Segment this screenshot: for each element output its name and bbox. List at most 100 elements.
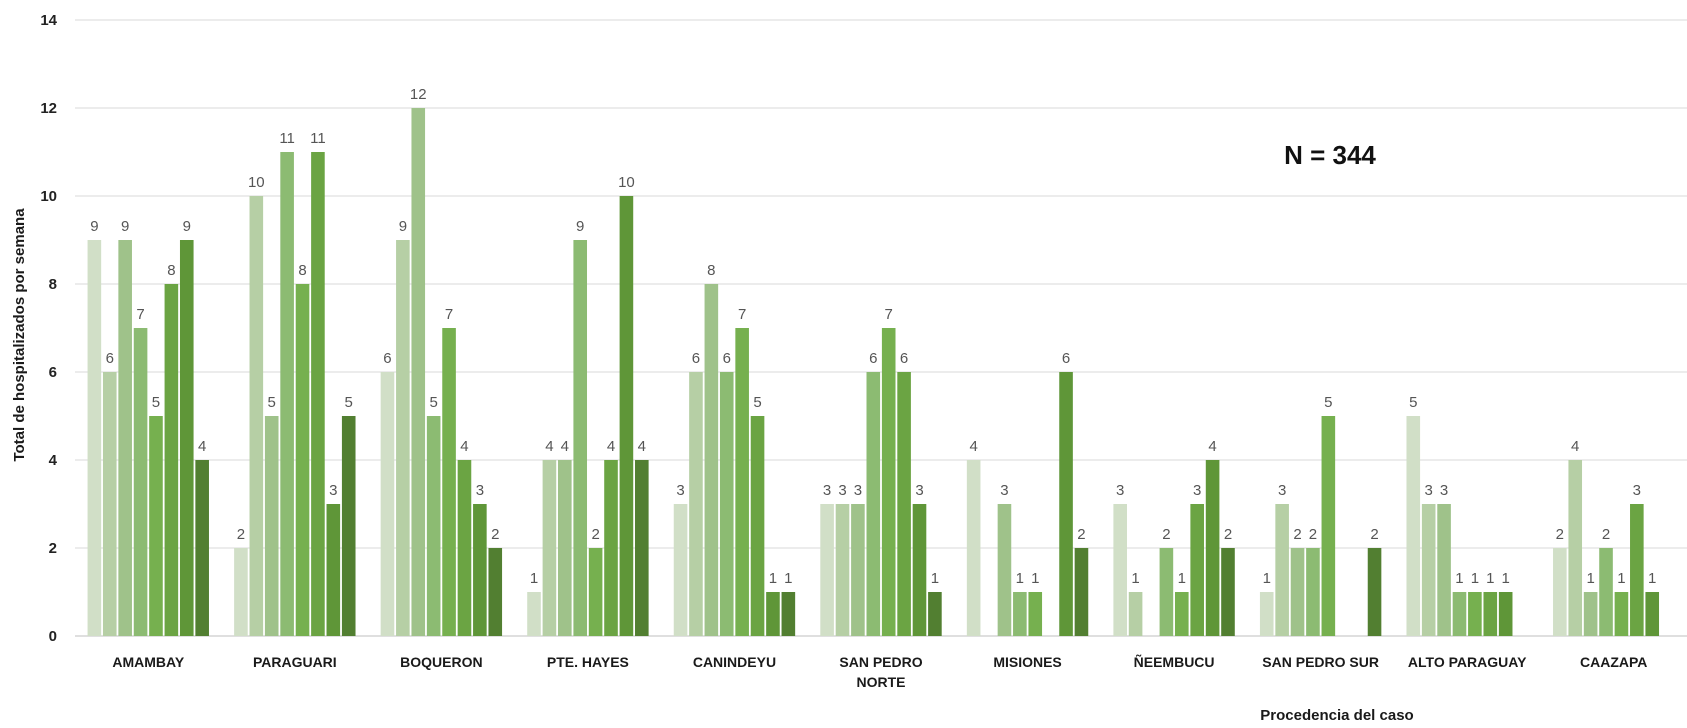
bar xyxy=(1128,592,1143,636)
data-label: 1 xyxy=(530,570,538,587)
y-tick-label: 14 xyxy=(40,12,57,29)
x-axis-title: Procedencia del caso xyxy=(1260,707,1413,724)
bar xyxy=(311,152,325,636)
bar xyxy=(396,240,410,636)
bar xyxy=(457,460,472,636)
data-label: 8 xyxy=(167,262,175,279)
data-label: 7 xyxy=(738,306,746,323)
data-label: 2 xyxy=(1556,526,1564,543)
bar xyxy=(1583,592,1598,636)
data-label: 4 xyxy=(545,438,553,455)
data-label: 2 xyxy=(1293,526,1301,543)
bar xyxy=(1306,548,1320,636)
data-label: 4 xyxy=(198,438,206,455)
x-category-label: SAN PEDRO xyxy=(839,654,922,670)
bar xyxy=(1614,592,1629,636)
data-label: 6 xyxy=(869,350,877,367)
bar xyxy=(673,504,688,636)
bar xyxy=(1174,592,1189,636)
bar xyxy=(1275,504,1289,636)
data-label: 3 xyxy=(329,482,337,499)
data-label: 1 xyxy=(769,570,777,587)
x-category-label: SAN PEDRO SUR xyxy=(1262,654,1379,670)
bar xyxy=(997,504,1012,636)
y-tick-label: 6 xyxy=(49,364,57,381)
data-label: 1 xyxy=(1178,570,1186,587)
y-tick-label: 2 xyxy=(49,540,57,557)
x-category-label: CANINDEYU xyxy=(693,654,776,670)
data-label: 3 xyxy=(1633,482,1641,499)
data-label: 2 xyxy=(1077,526,1085,543)
bar xyxy=(851,504,865,636)
bar xyxy=(341,416,356,636)
data-label: 5 xyxy=(268,394,276,411)
bar xyxy=(619,196,634,636)
bar xyxy=(1452,592,1467,636)
data-label: 7 xyxy=(445,306,453,323)
sample-size-annotation: N = 344 xyxy=(1284,140,1376,170)
data-label: 7 xyxy=(136,306,144,323)
data-label: 2 xyxy=(1162,526,1170,543)
data-label: 1 xyxy=(1263,570,1271,587)
bar xyxy=(249,196,264,636)
data-label: 3 xyxy=(1116,482,1124,499)
bar xyxy=(966,460,981,636)
bar xyxy=(87,240,102,636)
data-label: 6 xyxy=(723,350,731,367)
x-category-label: ÑEEMBUCU xyxy=(1134,653,1215,670)
bar xyxy=(897,372,911,636)
data-label: 5 xyxy=(1324,394,1332,411)
data-label: 1 xyxy=(1502,570,1510,587)
bar xyxy=(588,548,603,636)
bar xyxy=(1421,504,1436,636)
bar xyxy=(195,460,209,636)
y-tick-label: 10 xyxy=(40,188,57,205)
data-label: 5 xyxy=(152,394,160,411)
data-label: 3 xyxy=(476,482,484,499)
y-axis-title: Total de hospitalizados por semana xyxy=(11,208,28,462)
data-label: 4 xyxy=(1208,438,1216,455)
bar xyxy=(1013,592,1027,636)
data-label: 3 xyxy=(676,482,684,499)
data-label: 9 xyxy=(576,218,584,235)
bar xyxy=(295,284,310,636)
bar xyxy=(1221,548,1235,636)
bar xyxy=(1113,504,1127,636)
bar xyxy=(573,240,588,636)
data-label: 6 xyxy=(106,350,114,367)
data-label: 9 xyxy=(90,218,98,235)
data-label: 3 xyxy=(1000,482,1008,499)
bar xyxy=(164,284,179,636)
bar xyxy=(1498,592,1513,636)
data-label: 2 xyxy=(591,526,599,543)
data-label: 4 xyxy=(969,438,977,455)
data-label: 6 xyxy=(1062,350,1070,367)
bar xyxy=(735,328,749,636)
bar xyxy=(542,460,557,636)
bar xyxy=(102,372,117,636)
data-label: 1 xyxy=(1131,570,1139,587)
bar xyxy=(1437,504,1451,636)
bar xyxy=(1259,592,1274,636)
bar xyxy=(1059,372,1073,636)
bar xyxy=(719,372,734,636)
x-category-label: BOQUERON xyxy=(400,654,482,670)
data-label: 12 xyxy=(410,86,427,103)
bar xyxy=(766,592,780,636)
data-label: 11 xyxy=(310,130,326,147)
data-label: 3 xyxy=(1440,482,1448,499)
data-label: 1 xyxy=(931,570,939,587)
data-label: 3 xyxy=(823,482,831,499)
bar xyxy=(750,416,765,636)
bar xyxy=(689,372,703,636)
x-category-label: AMAMBAY xyxy=(112,654,184,670)
data-label: 4 xyxy=(638,438,646,455)
data-label: 4 xyxy=(1571,438,1579,455)
bar xyxy=(1406,416,1421,636)
data-label: 2 xyxy=(237,526,245,543)
data-label: 1 xyxy=(1455,570,1463,587)
data-label: 9 xyxy=(121,218,129,235)
data-label: 5 xyxy=(345,394,353,411)
data-label: 1 xyxy=(1586,570,1594,587)
